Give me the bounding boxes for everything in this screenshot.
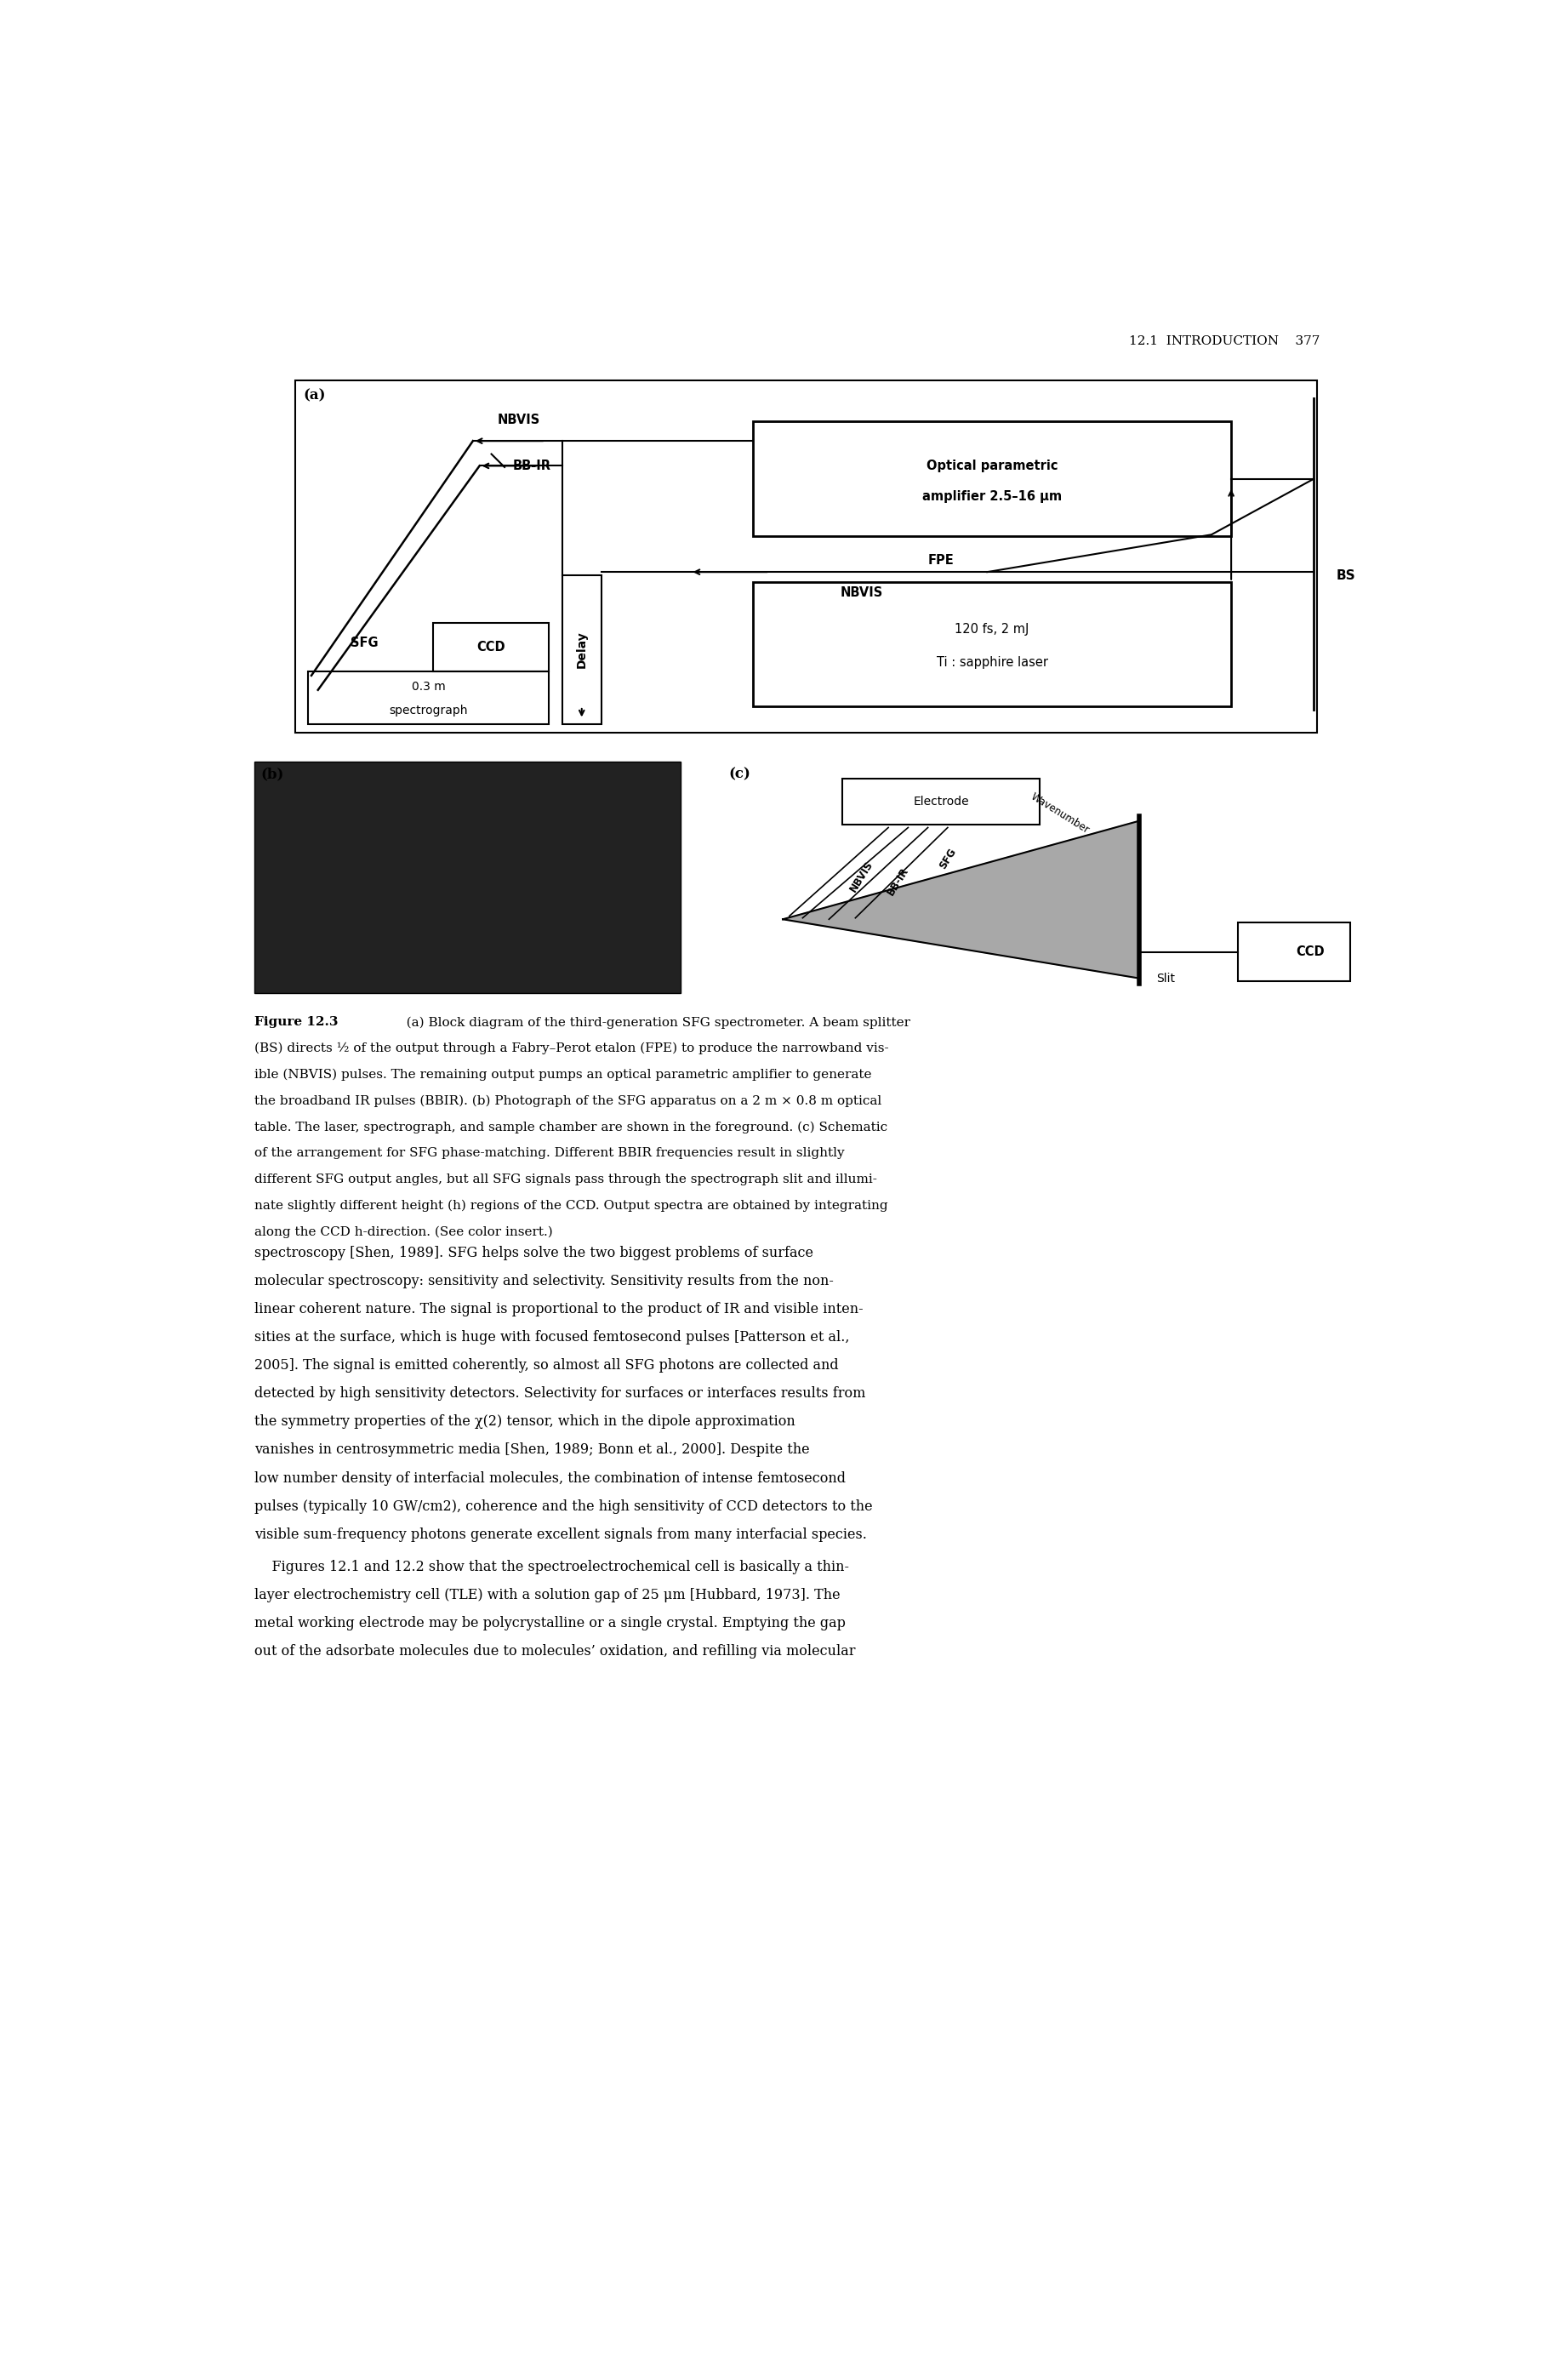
- Text: NBVIS: NBVIS: [497, 414, 541, 426]
- Polygon shape: [782, 820, 1138, 979]
- Text: of the arrangement for SFG phase-matching. Different BBIR frequencies result in : of the arrangement for SFG phase-matchin…: [254, 1147, 844, 1158]
- Text: along the CCD h-direction. (See color insert.): along the CCD h-direction. (See color in…: [254, 1227, 552, 1239]
- Text: (b): (b): [260, 768, 284, 782]
- Text: SFG: SFG: [938, 846, 958, 872]
- Text: pulses (typically 10 GW/cm2), coherence and the high sensitivity of CCD detector: pulses (typically 10 GW/cm2), coherence …: [254, 1499, 872, 1513]
- Text: (a) Block diagram of the third-generation SFG spectrometer. A beam splitter: (a) Block diagram of the third-generatio…: [394, 1017, 911, 1028]
- Bar: [561, 574, 602, 723]
- Text: 0.3 m: 0.3 m: [411, 681, 445, 693]
- Bar: [295, 381, 1317, 733]
- Text: different SFG output angles, but all SFG signals pass through the spectrograph s: different SFG output angles, but all SFG…: [254, 1173, 877, 1184]
- Text: SFG: SFG: [350, 636, 378, 650]
- Text: 12.1  INTRODUCTION    377: 12.1 INTRODUCTION 377: [1129, 336, 1320, 348]
- Text: 120 fs, 2 mJ: 120 fs, 2 mJ: [955, 624, 1029, 636]
- Text: Wavenumber: Wavenumber: [1029, 790, 1091, 834]
- Text: Figure 12.3: Figure 12.3: [254, 1017, 337, 1028]
- Text: table. The laser, spectrograph, and sample chamber are shown in the foreground. : table. The laser, spectrograph, and samp…: [254, 1121, 887, 1132]
- Bar: [1237, 922, 1350, 981]
- Text: vanishes in centrosymmetric media [Shen, 1989; Bonn et al., 2000]. Despite the: vanishes in centrosymmetric media [Shen,…: [254, 1442, 809, 1456]
- Text: CCD: CCD: [1297, 946, 1325, 957]
- Text: ible (NBVIS) pulses. The remaining output pumps an optical parametric amplifier : ible (NBVIS) pulses. The remaining outpu…: [254, 1069, 872, 1080]
- Text: BB-IR: BB-IR: [886, 865, 911, 898]
- Text: layer electrochemistry cell (TLE) with a solution gap of 25 μm [Hubbard, 1973]. : layer electrochemistry cell (TLE) with a…: [254, 1589, 840, 1603]
- Text: spectrograph: spectrograph: [389, 704, 467, 716]
- Text: amplifier 2.5–16 μm: amplifier 2.5–16 μm: [922, 489, 1062, 504]
- Text: the broadband IR pulses (BBIR). (b) Photograph of the SFG apparatus on a 2 m × 0: the broadband IR pulses (BBIR). (b) Phot…: [254, 1095, 881, 1106]
- Bar: [753, 582, 1231, 707]
- Text: BB-IR: BB-IR: [513, 459, 550, 473]
- Bar: [307, 671, 549, 723]
- Text: linear coherent nature. The signal is proportional to the product of IR and visi: linear coherent nature. The signal is pr…: [254, 1303, 862, 1317]
- Text: (c): (c): [729, 768, 751, 782]
- Text: visible sum-frequency photons generate excellent signals from many interfacial s: visible sum-frequency photons generate e…: [254, 1527, 867, 1541]
- Text: Electrode: Electrode: [913, 794, 969, 806]
- Bar: [254, 761, 681, 993]
- Text: Figures 12.1 and 12.2 show that the spectroelectrochemical cell is basically a t: Figures 12.1 and 12.2 show that the spec…: [254, 1560, 848, 1574]
- Text: out of the adsorbate molecules due to molecules’ oxidation, and refilling via mo: out of the adsorbate molecules due to mo…: [254, 1645, 855, 1660]
- Text: sities at the surface, which is huge with focused femtosecond pulses [Patterson : sities at the surface, which is huge wit…: [254, 1331, 850, 1345]
- Text: Delay: Delay: [575, 631, 588, 669]
- Bar: [842, 778, 1040, 825]
- Text: Ti : sapphire laser: Ti : sapphire laser: [936, 655, 1047, 669]
- Bar: [433, 624, 549, 671]
- Text: low number density of interfacial molecules, the combination of intense femtosec: low number density of interfacial molecu…: [254, 1470, 845, 1485]
- Text: (BS) directs ½ of the output through a Fabry–Perot etalon (FPE) to produce the n: (BS) directs ½ of the output through a F…: [254, 1043, 889, 1054]
- Text: detected by high sensitivity detectors. Selectivity for surfaces or interfaces r: detected by high sensitivity detectors. …: [254, 1385, 866, 1402]
- Text: nate slightly different height (h) regions of the CCD. Output spectra are obtain: nate slightly different height (h) regio…: [254, 1199, 887, 1213]
- Text: molecular spectroscopy: sensitivity and selectivity. Sensitivity results from th: molecular spectroscopy: sensitivity and …: [254, 1274, 833, 1288]
- Text: Slit: Slit: [1156, 972, 1174, 983]
- Text: Optical parametric: Optical parametric: [927, 459, 1058, 473]
- Text: metal working electrode may be polycrystalline or a single crystal. Emptying the: metal working electrode may be polycryst…: [254, 1617, 845, 1631]
- Text: NBVIS: NBVIS: [848, 858, 877, 894]
- Text: NBVIS: NBVIS: [840, 586, 883, 600]
- Text: the symmetry properties of the χ(2) tensor, which in the dipole approximation: the symmetry properties of the χ(2) tens…: [254, 1414, 795, 1430]
- Text: FPE: FPE: [928, 553, 955, 567]
- Text: spectroscopy [Shen, 1989]. SFG helps solve the two biggest problems of surface: spectroscopy [Shen, 1989]. SFG helps sol…: [254, 1246, 812, 1260]
- Text: (a): (a): [303, 388, 326, 402]
- Text: CCD: CCD: [477, 641, 505, 655]
- Text: 2005]. The signal is emitted coherently, so almost all SFG photons are collected: 2005]. The signal is emitted coherently,…: [254, 1359, 839, 1373]
- Bar: [753, 421, 1231, 537]
- Text: BS: BS: [1336, 570, 1356, 582]
